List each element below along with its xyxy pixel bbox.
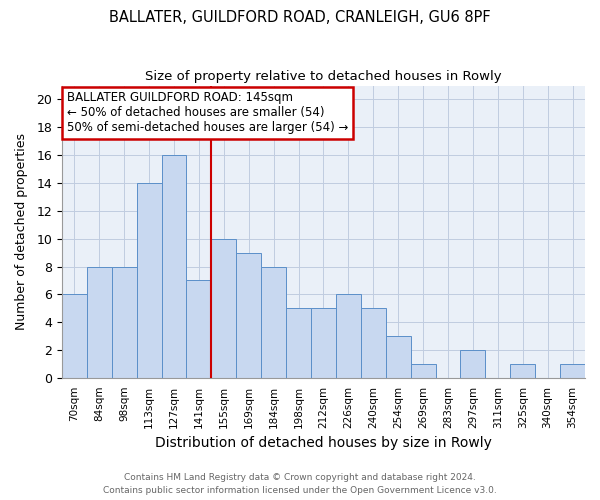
Bar (286, 308, 311, 378)
Bar (386, 336, 410, 378)
Bar (261, 266, 286, 378)
Text: BALLATER, GUILDFORD ROAD, CRANLEIGH, GU6 8PF: BALLATER, GUILDFORD ROAD, CRANLEIGH, GU6… (109, 10, 491, 25)
Text: Contains HM Land Registry data © Crown copyright and database right 2024.
Contai: Contains HM Land Registry data © Crown c… (103, 473, 497, 495)
Bar (236, 252, 261, 378)
Bar (410, 364, 436, 378)
Bar (87, 266, 112, 378)
Bar (336, 294, 361, 378)
Bar (161, 155, 187, 378)
Bar (311, 308, 336, 378)
Bar (361, 308, 386, 378)
Bar (510, 364, 535, 378)
Bar (62, 294, 87, 378)
X-axis label: Distribution of detached houses by size in Rowly: Distribution of detached houses by size … (155, 436, 492, 450)
Bar (211, 238, 236, 378)
Bar (137, 183, 161, 378)
Y-axis label: Number of detached properties: Number of detached properties (15, 133, 28, 330)
Bar (187, 280, 211, 378)
Bar (460, 350, 485, 378)
Bar (560, 364, 585, 378)
Bar (112, 266, 137, 378)
Text: BALLATER GUILDFORD ROAD: 145sqm
← 50% of detached houses are smaller (54)
50% of: BALLATER GUILDFORD ROAD: 145sqm ← 50% of… (67, 92, 349, 134)
Title: Size of property relative to detached houses in Rowly: Size of property relative to detached ho… (145, 70, 502, 83)
